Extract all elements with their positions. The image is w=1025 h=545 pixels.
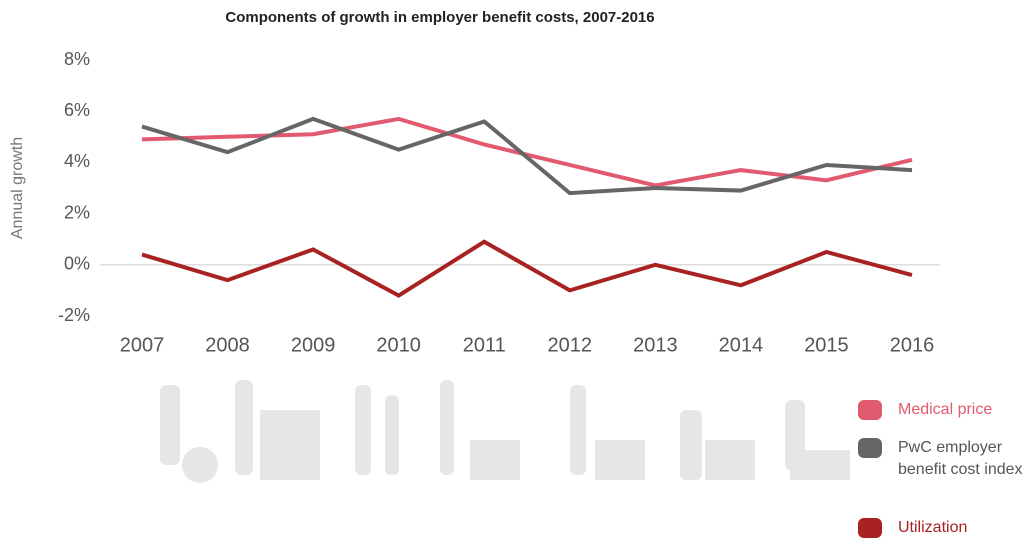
legend-swatch — [858, 518, 882, 538]
legend-item: PwC employer benefit cost index — [858, 438, 1025, 481]
y-tick-label: 2% — [64, 202, 90, 222]
y-tick-label: 0% — [64, 254, 90, 274]
x-tick-label: 2012 — [548, 334, 593, 356]
y-tick-label: 6% — [64, 100, 90, 120]
legend-label: Utilization — [898, 519, 968, 536]
y-tick-label: 8% — [64, 49, 90, 69]
x-tick-label: 2015 — [804, 334, 849, 356]
legend-swatch — [858, 438, 882, 458]
series-line — [141, 116, 913, 196]
y-axis-label: Annual growth — [9, 137, 26, 239]
x-tick-label: 2013 — [633, 334, 678, 356]
decorative-figures — [160, 380, 850, 483]
series-line — [141, 239, 913, 298]
y-tick-label: 4% — [64, 151, 90, 171]
x-tick-label: 2016 — [890, 334, 935, 356]
x-tick-label: 2008 — [205, 334, 250, 356]
legend-label: Medical price — [898, 401, 993, 418]
legend-label: PwC employer benefit cost index — [898, 439, 1023, 478]
y-tick-label: -2% — [58, 305, 90, 325]
x-tick-label: 2010 — [376, 334, 421, 356]
x-tick-label: 2009 — [291, 334, 336, 356]
legend-item: Medical price — [858, 400, 1025, 421]
x-tick-label: 2011 — [463, 334, 506, 356]
legend-item: Utilization — [858, 518, 1025, 539]
legend-swatch — [858, 400, 882, 420]
x-tick-label: 2007 — [120, 334, 165, 356]
chart-title: Components of growth in employer benefit… — [225, 9, 654, 26]
x-tick-label: 2014 — [719, 334, 764, 356]
